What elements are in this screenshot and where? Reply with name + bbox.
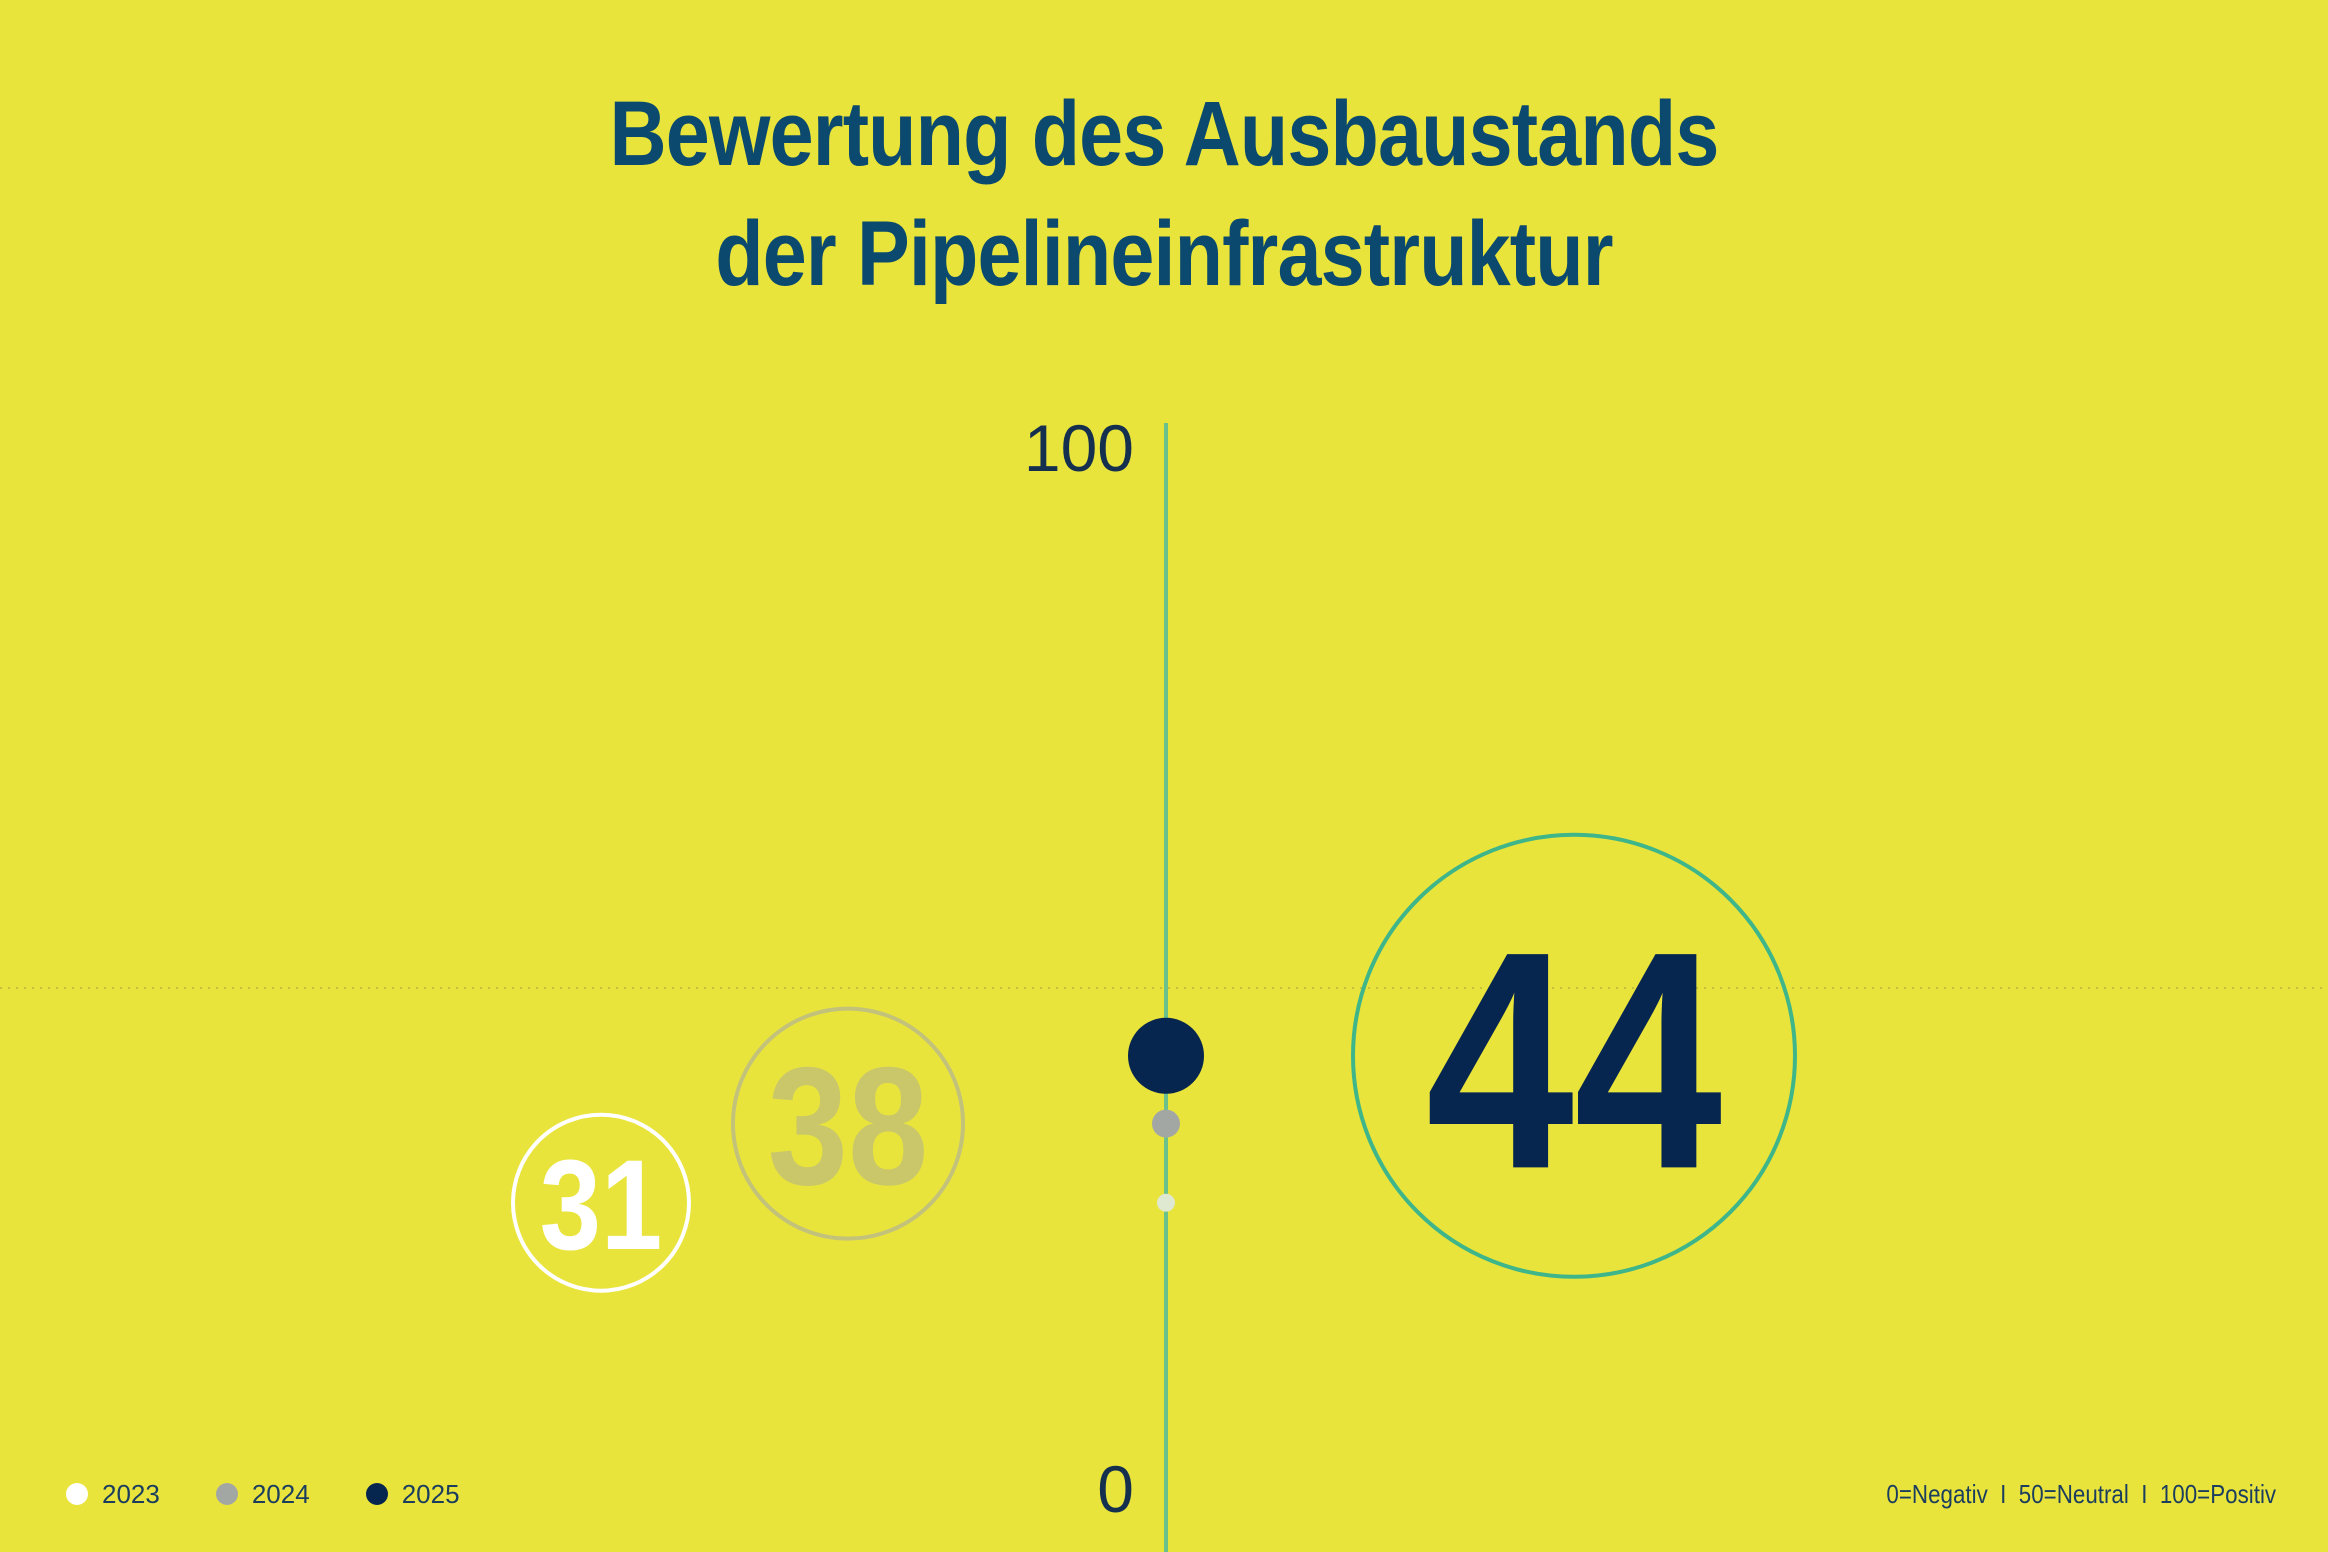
y-tick-label-100: 100 [1024,411,1134,485]
legend-item-2023: 2023 [66,1479,160,1510]
data-point-2024 [1152,1109,1180,1138]
data-label-2023: 31 [540,1134,662,1277]
data-point-2025 [1128,1017,1204,1094]
legend-label-2023: 2023 [102,1478,160,1509]
data-point-2023 [1157,1193,1175,1212]
y-tick-label-0: 0 [1097,1452,1134,1526]
data-label-ring-2025 [1351,832,1797,1279]
scale-note: 0=Negativ I 50=Neutral I 100=Positiv [1886,1478,2276,1509]
legend-label-2024: 2024 [251,1478,310,1509]
data-label-2024: 38 [768,1033,929,1221]
data-label-ring-2024 [731,1006,965,1241]
chart-title: Bewertung des Ausbaustands der Pipelinei… [163,74,2165,314]
legend-label-2025: 2025 [401,1478,460,1509]
legend-item-2024: 2024 [215,1478,310,1510]
data-label-ring-2023 [511,1112,691,1293]
legend-swatch-2023 [66,1483,88,1505]
legend: 2023 2024 2025 [66,1476,516,1512]
legend-item-2025: 2025 [365,1478,460,1510]
chart-title-line-1: Bewertung des Ausbaustands [609,83,1720,185]
chart-title-line-2: der Pipelineinfrastruktur [715,203,1613,305]
data-label-2025: 44 [1426,888,1724,1234]
legend-swatch-2025 [365,1483,388,1505]
legend-swatch-2024 [215,1483,238,1505]
